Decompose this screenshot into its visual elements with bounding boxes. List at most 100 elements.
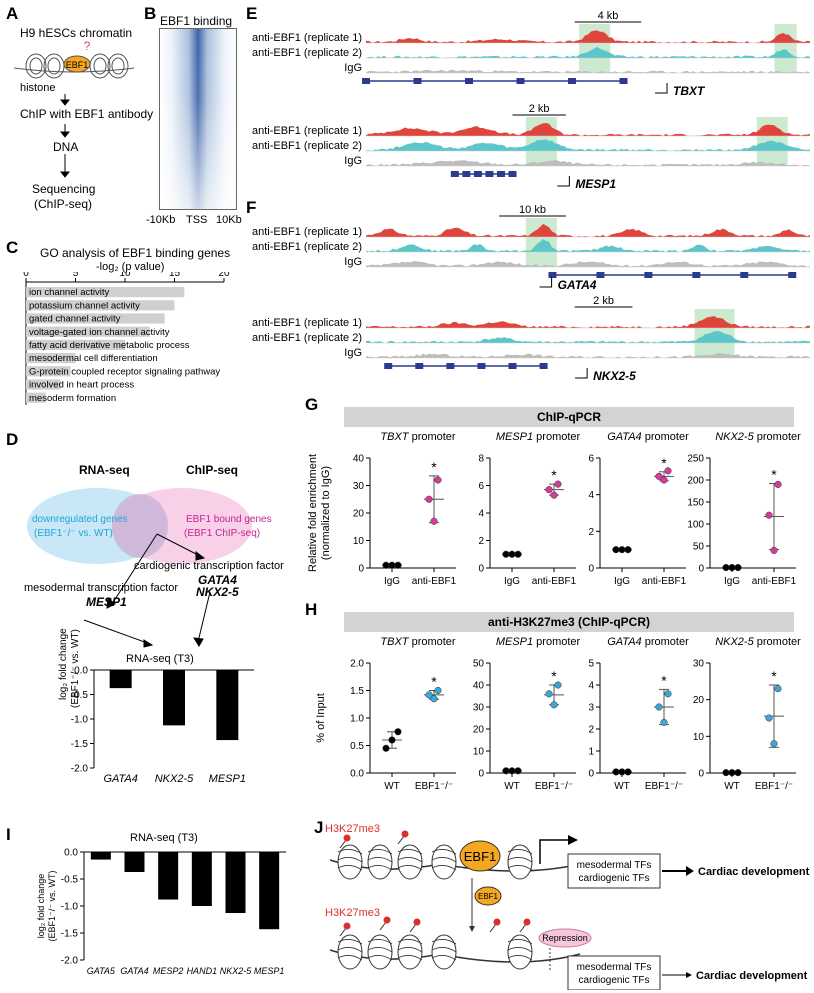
data-point [612, 546, 620, 554]
dotplot-y-label-line1: Relative fold enrichment [307, 454, 319, 572]
model-top: H3K27me3 EBF1 mesodermal TFs cardiogenic TF… [325, 823, 810, 889]
gene-exon [516, 78, 525, 84]
h3k27me3-mark [343, 834, 351, 842]
panel-label-j: J [314, 818, 324, 837]
panel-c-title: GO analysis of EBF1 binding genes [40, 246, 231, 260]
gene-exon [692, 272, 701, 278]
bar-hand1 [191, 852, 212, 906]
bar-y-label-group: log₂ fold change (EBF1⁻/⁻ vs. WT) [36, 870, 57, 941]
dotplot-y-tick-label: 0 [588, 564, 594, 575]
bar-category-label: NKX2-5 [220, 966, 253, 976]
significance-star: * [431, 459, 437, 475]
h3k27me3-mark [401, 830, 409, 838]
dna-wrap [507, 865, 533, 871]
rnaseq-bar-chart-d: 0.0 -0.5 -1.0 -1.5 -2.0 GATA4 NKX2-5 MESP1 [71, 666, 254, 784]
dna-wrap [431, 939, 457, 945]
track-label: IgG [344, 256, 362, 268]
bar-mesp2 [158, 852, 179, 900]
dotplot-y-tick-label: 0 [478, 564, 484, 575]
gene-exon [508, 363, 517, 369]
bar-y-tick-label: -2.0 [61, 956, 79, 967]
ebf1-free [474, 886, 502, 906]
dotplot-title: GATA4 promoter [607, 431, 689, 443]
meso-label: mesodermal transcription factor [24, 582, 179, 594]
track-label: anti-EBF1 (replicate 2) [252, 241, 362, 253]
dotplot-gata4: GATA4 promoter 0 1 2 3 4 5 WT EBF1⁻/⁻ * [588, 636, 689, 792]
dotplot-y-label: % of Input [315, 693, 327, 743]
track-group-f1: anti-EBF1 (replicate 1) anti-EBF1 (replic… [252, 204, 810, 292]
dna-wrap [337, 849, 363, 855]
dotplot-title: GATA4 promoter [607, 636, 689, 648]
bar-mesp1 [259, 852, 280, 930]
venn-diagram [27, 488, 252, 648]
track-label: anti-EBF1 (replicate 1) [252, 317, 362, 329]
genome-tracks: anti-EBF1 (replicate 1) anti-EBF1 (replic… [252, 10, 810, 383]
gene-exon [462, 171, 471, 177]
data-point [554, 480, 562, 488]
gene-exon [644, 272, 653, 278]
signal-peak [366, 139, 810, 151]
signal-peak [366, 331, 810, 343]
cardio-gene1: GATA4 [198, 573, 237, 587]
dotplot-y-tick-label: 50 [693, 542, 705, 553]
bar-category-label: GATA4 [103, 773, 137, 784]
dotplot-title: NKX2-5 promoter [715, 636, 801, 648]
bar-category-label: MESP1 [209, 773, 246, 784]
dotplot-mesp1: MESP1 promoter 0 10 20 30 40 50 WT EBF1⁻/⁻ * [473, 636, 581, 792]
dotplot-y-tick-label: 0 [358, 564, 364, 575]
venn-bound-line1: EBF1 bound genes [186, 514, 272, 525]
panel-c-axis-title: -log₂ (p value) [96, 261, 165, 273]
data-point [722, 769, 730, 777]
track-group-f2: anti-EBF1 (replicate 1) anti-EBF1 (replic… [252, 295, 810, 383]
dotplot-title: MESP1 promoter [496, 431, 581, 443]
dotplot-y-tick-label: 4 [588, 681, 594, 692]
active-arrowhead [568, 835, 578, 845]
significance-star: * [551, 668, 557, 684]
track-label: anti-EBF1 (replicate 2) [252, 47, 362, 59]
bar-y-tick-label: 0.0 [74, 666, 88, 677]
dotplot-y-tick-label: 0 [698, 564, 704, 575]
mark-label-top: H3K27me3 [325, 823, 380, 835]
dotplot-y-tick-label: 4 [478, 509, 484, 520]
dotplot-x-label: IgG [614, 576, 630, 587]
bar-nkx2-5 [163, 670, 185, 726]
go-bar [26, 379, 61, 390]
track-label: IgG [344, 347, 362, 359]
data-point [514, 550, 522, 558]
data-point [545, 486, 553, 494]
signal-peak [366, 239, 810, 252]
dotplot-mesp1: MESP1 promoter 0 2 4 6 8 IgG anti-EBF1 * [478, 431, 580, 587]
track-group-e2: anti-EBF1 (replicate 1) anti-EBF1 (replic… [252, 103, 810, 191]
go-term-label: mesoderm formation [29, 393, 116, 404]
ebf1-protein-shape [63, 55, 91, 73]
gene-exon [413, 78, 422, 84]
bar-y-tick-label: -1.5 [71, 739, 89, 750]
venn-down-line1: downregulated genes [32, 514, 128, 525]
gene-exon [568, 78, 577, 84]
gene-exon [477, 363, 486, 369]
data-point [502, 767, 510, 775]
dotplot-gene: MESP1 [496, 431, 533, 443]
mark-stem [409, 923, 417, 933]
dotplot-y-tick-label: 2 [588, 725, 594, 736]
dotplot-promoter: promoter [642, 431, 689, 443]
bar-category-label: GATA5 [87, 966, 116, 976]
transition-arrowhead [469, 926, 475, 932]
dna-wrap [397, 857, 423, 863]
bar-y-tick-label: -0.5 [61, 875, 79, 886]
track-label: anti-EBF1 (replicate 2) [252, 332, 362, 344]
significance-star: * [661, 455, 667, 471]
signal-peak [366, 224, 810, 237]
dna-wrap [397, 947, 423, 953]
dotplot-y-tick-label: 1.0 [350, 714, 364, 725]
meso-gene1: MESP1 [86, 595, 127, 609]
significance-star: * [771, 668, 777, 684]
model-bottom: H3K27me3 Repression mesodermal TFs cardioge… [325, 907, 808, 990]
venn-chipseq-label: ChIP-seq [186, 463, 239, 477]
gene-label: GATA4 [558, 278, 597, 292]
dna-wrap [507, 939, 533, 945]
dotplot-x-label: WT [504, 781, 520, 792]
data-point [770, 740, 778, 748]
panel-a-histone: histone [20, 82, 56, 94]
